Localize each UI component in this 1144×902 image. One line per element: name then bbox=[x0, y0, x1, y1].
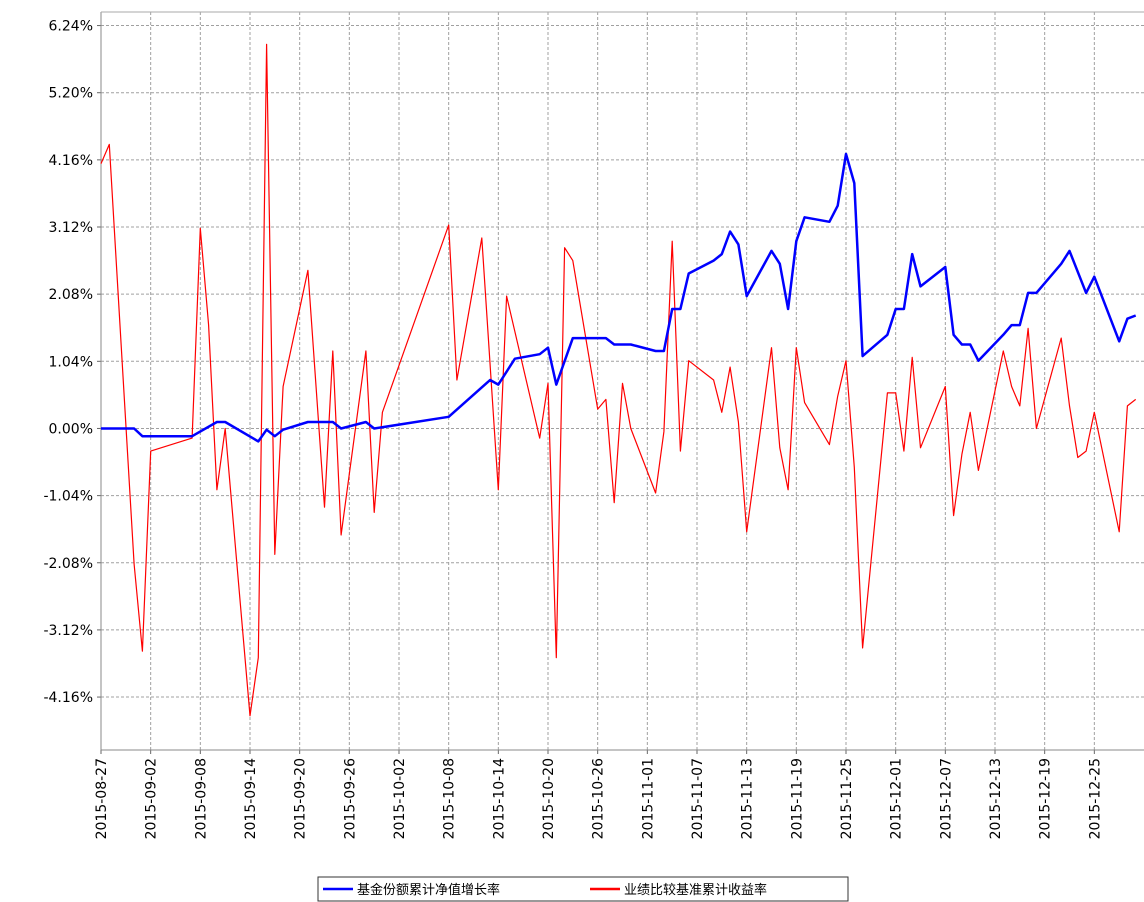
x-tick-label: 2015-10-26 bbox=[591, 758, 607, 839]
x-tick-label: 2015-12-19 bbox=[1038, 758, 1054, 839]
x-tick-label: 2015-09-26 bbox=[342, 758, 358, 839]
y-tick-label: 6.24% bbox=[49, 19, 93, 35]
x-tick-label: 2015-12-07 bbox=[938, 758, 954, 839]
y-tick-label: 5.20% bbox=[49, 86, 93, 102]
x-tick-label: 2015-10-02 bbox=[392, 758, 408, 839]
x-tick-label: 2015-09-14 bbox=[243, 758, 259, 839]
x-tick-label: 2015-12-13 bbox=[988, 758, 1004, 839]
legend-box bbox=[317, 876, 849, 902]
y-tick-label: -1.04% bbox=[43, 489, 93, 505]
x-tick-label: 2015-11-19 bbox=[789, 758, 805, 839]
y-tick-label: -4.16% bbox=[43, 690, 93, 706]
x-tick-label: 2015-11-13 bbox=[740, 758, 756, 839]
y-tick-label: 0.00% bbox=[49, 421, 93, 437]
y-tick-label: -2.08% bbox=[43, 556, 93, 572]
x-tick-label: 2015-11-01 bbox=[640, 758, 656, 839]
x-tick-label: 2015-11-25 bbox=[839, 758, 855, 839]
x-tick-label: 2015-10-08 bbox=[442, 758, 458, 839]
x-tick-label: 2015-12-01 bbox=[889, 758, 905, 839]
x-tick-label: 2015-09-02 bbox=[144, 758, 160, 839]
x-tick-label: 2015-08-27 bbox=[94, 758, 110, 839]
x-tick-label: 2015-10-14 bbox=[491, 758, 507, 839]
legend-label: 业绩比较基准累计收益率 bbox=[624, 882, 767, 898]
x-tick-label: 2015-09-08 bbox=[193, 758, 209, 839]
y-tick-label: 4.16% bbox=[49, 153, 93, 169]
y-tick-label: 2.08% bbox=[49, 287, 93, 303]
x-tick-label: 2015-11-07 bbox=[690, 758, 706, 839]
legend: 基金份额累计净值增长率 业绩比较基准累计收益率 bbox=[317, 876, 849, 902]
x-tick-label: 2015-09-20 bbox=[293, 758, 309, 839]
x-tick-label: 2015-12-25 bbox=[1087, 758, 1103, 839]
y-tick-label: -3.12% bbox=[43, 623, 93, 639]
y-tick-label: 3.12% bbox=[49, 220, 93, 236]
series-line bbox=[101, 152, 1137, 443]
y-tick-label: 1.04% bbox=[49, 354, 93, 370]
series-line bbox=[100, 43, 1137, 717]
legend-label: 基金份额累计净值增长率 bbox=[357, 882, 500, 898]
x-tick-label: 2015-10-20 bbox=[541, 758, 557, 839]
